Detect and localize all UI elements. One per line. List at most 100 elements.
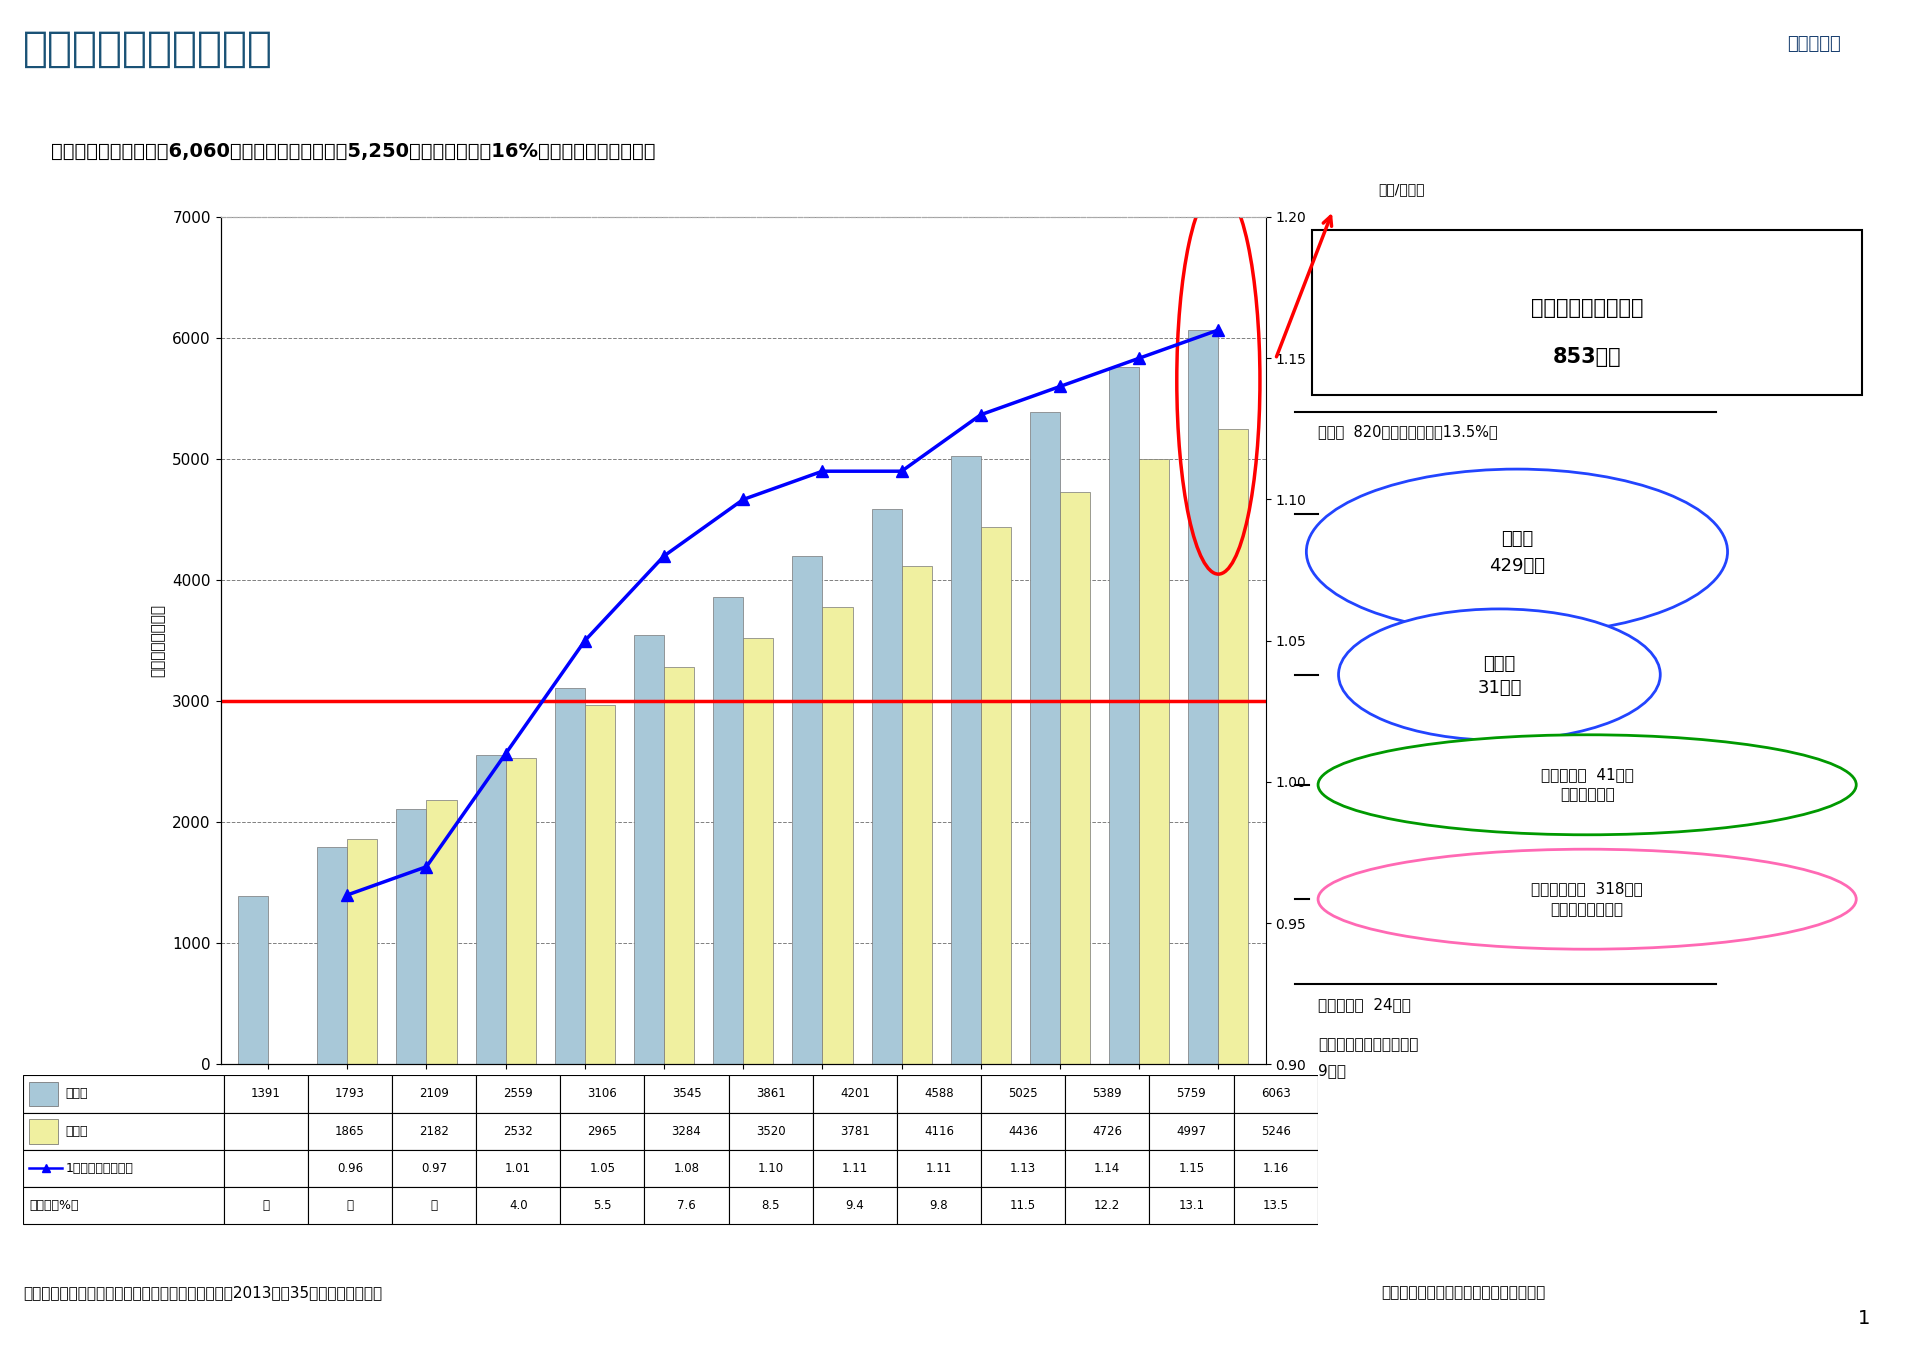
Text: 9万戸: 9万戸 (1318, 1063, 1346, 1078)
Bar (23, 1186, 224, 1224)
Bar (1064, 1112, 1149, 1150)
Text: －: － (263, 1199, 269, 1212)
Text: 6063: 6063 (1260, 1088, 1291, 1101)
Text: 4116: 4116 (924, 1124, 953, 1138)
Bar (391, 1112, 476, 1150)
Bar (982, 1075, 1064, 1112)
Bar (1233, 1186, 1318, 1224)
Text: 4997: 4997 (1176, 1124, 1206, 1138)
Bar (426, 800, 456, 1064)
Bar (476, 755, 506, 1064)
Bar (871, 508, 901, 1064)
Text: 3781: 3781 (840, 1124, 869, 1138)
Text: －: － (430, 1199, 437, 1212)
Text: 1.11: 1.11 (842, 1162, 869, 1174)
Text: 1391: 1391 (251, 1088, 280, 1101)
Text: （長期不在など）: （長期不在など） (1550, 902, 1625, 917)
Bar (813, 1075, 898, 1112)
Text: （注）世帯数には、親の家に同居する子供世帯等（2013年＝35万世帯）を含む。: （注）世帯数には、親の家に同居する子供世帯等（2013年＝35万世帯）を含む。 (23, 1285, 382, 1300)
Bar (1189, 331, 1218, 1064)
Bar (901, 565, 932, 1064)
Text: 2182: 2182 (420, 1124, 449, 1138)
Text: （戸/世帯）: （戸/世帯） (1379, 182, 1425, 195)
Text: 31万戸: 31万戸 (1477, 679, 1521, 697)
Text: 3545: 3545 (671, 1088, 702, 1101)
Bar (1064, 1075, 1149, 1112)
Text: 2965: 2965 (587, 1124, 618, 1138)
Bar (554, 689, 585, 1064)
Text: 建築中（仕上げ工事中）: 建築中（仕上げ工事中） (1318, 1037, 1419, 1052)
Text: 4436: 4436 (1009, 1124, 1038, 1138)
Text: 住宅数: 住宅数 (65, 1088, 88, 1101)
Text: 1: 1 (1859, 1309, 1870, 1328)
Text: 1世帯当たり住宅数: 1世帯当たり住宅数 (65, 1162, 134, 1174)
Text: 9.4: 9.4 (846, 1199, 865, 1212)
Text: 3106: 3106 (587, 1088, 618, 1101)
Bar (729, 1186, 813, 1224)
Bar (476, 1186, 560, 1224)
Ellipse shape (1318, 849, 1857, 949)
Bar (713, 597, 744, 1064)
Text: 〇住宅ストック数（約6,060万戸）は、総世帯（約5,250万世帯）に対し16%多く、量的には充足。: 〇住宅ストック数（約6,060万戸）は、総世帯（約5,250万世帯）に対し16%… (52, 142, 656, 161)
Text: 5246: 5246 (1260, 1124, 1291, 1138)
Text: 4201: 4201 (840, 1088, 869, 1101)
Text: 7.6: 7.6 (677, 1199, 696, 1212)
Bar (585, 705, 616, 1064)
Bar (1109, 367, 1139, 1064)
Text: 世帯数: 世帯数 (65, 1124, 88, 1138)
Text: 429万戸: 429万戸 (1488, 557, 1544, 575)
Bar (224, 1112, 309, 1150)
Bar (560, 1186, 644, 1224)
Bar (238, 896, 269, 1064)
Bar (224, 1075, 309, 1112)
Text: 5759: 5759 (1176, 1088, 1206, 1101)
Text: 853万戸: 853万戸 (1554, 347, 1621, 366)
Bar (1030, 412, 1061, 1064)
Text: （資料）住宅・土地統計調査［総務省］: （資料）住宅・土地統計調査［総務省］ (1381, 1285, 1546, 1300)
Bar (23, 1075, 224, 1112)
Bar (898, 1150, 982, 1186)
Bar (664, 667, 694, 1064)
Bar (391, 1075, 476, 1112)
Bar (1064, 1150, 1149, 1186)
Text: 1.01: 1.01 (504, 1162, 531, 1174)
Text: 11.5: 11.5 (1011, 1199, 1036, 1212)
Text: 3284: 3284 (671, 1124, 702, 1138)
Bar (1149, 1075, 1233, 1112)
Bar (347, 838, 378, 1064)
Text: 5025: 5025 (1009, 1088, 1038, 1101)
Text: 一時的使用  24万戸: 一時的使用 24万戸 (1318, 997, 1412, 1012)
Bar (898, 1075, 982, 1112)
Text: 2109: 2109 (420, 1088, 449, 1101)
Bar (476, 1075, 560, 1112)
Bar (29, 1120, 58, 1143)
Text: 8.5: 8.5 (761, 1199, 781, 1212)
Bar (813, 1112, 898, 1150)
Text: （別荘など）: （別荘など） (1559, 788, 1615, 803)
Text: 3861: 3861 (756, 1088, 786, 1101)
Bar (23, 1150, 224, 1186)
Text: 2532: 2532 (503, 1124, 533, 1138)
Ellipse shape (1318, 735, 1857, 835)
Bar (982, 1112, 1064, 1150)
Bar (1061, 492, 1089, 1064)
Bar (29, 1082, 58, 1106)
Text: 4726: 4726 (1091, 1124, 1122, 1138)
Bar (635, 635, 664, 1064)
Ellipse shape (1306, 469, 1728, 635)
Bar (813, 1150, 898, 1186)
Text: 5.5: 5.5 (593, 1199, 612, 1212)
Text: 1.13: 1.13 (1011, 1162, 1036, 1174)
Text: 2559: 2559 (503, 1088, 533, 1101)
Text: 1.08: 1.08 (673, 1162, 700, 1174)
Bar (224, 1150, 309, 1186)
Bar (644, 1150, 729, 1186)
Y-axis label: （万戸・万世帯）: （万戸・万世帯） (150, 605, 165, 677)
Bar (1064, 1186, 1149, 1224)
Text: 4588: 4588 (924, 1088, 953, 1101)
Bar (982, 1150, 1064, 1186)
Text: 4.0: 4.0 (508, 1199, 527, 1212)
Text: 12.2: 12.2 (1093, 1199, 1120, 1212)
Text: 1.10: 1.10 (758, 1162, 784, 1174)
Bar (309, 1186, 391, 1224)
